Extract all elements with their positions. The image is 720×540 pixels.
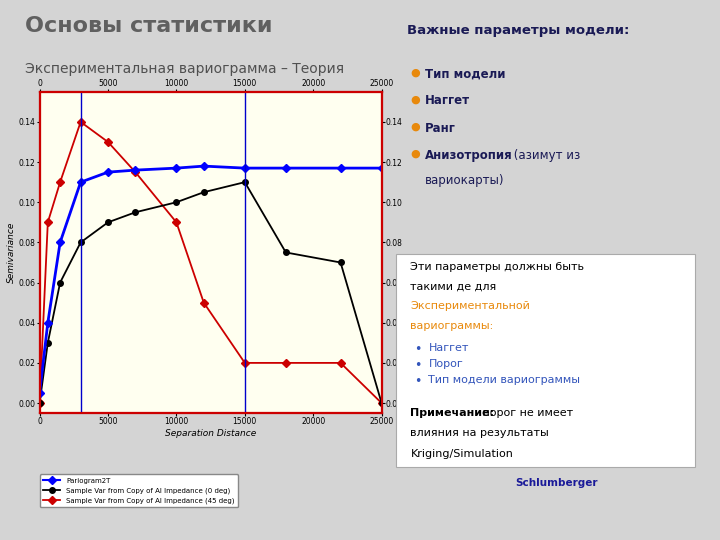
Text: ●: ● bbox=[410, 122, 420, 132]
Text: Порог: Порог bbox=[428, 359, 463, 369]
Y-axis label: Semivariance: Semivariance bbox=[6, 222, 16, 283]
Text: Kriging/Simulation: Kriging/Simulation bbox=[410, 449, 513, 459]
Text: влияния на результаты: влияния на результаты bbox=[410, 428, 549, 438]
Text: Наггет: Наггет bbox=[425, 94, 470, 107]
Text: ●: ● bbox=[410, 148, 420, 159]
Text: •: • bbox=[414, 375, 421, 388]
Text: такими де для: такими де для bbox=[410, 282, 497, 292]
Text: (азимут из: (азимут из bbox=[510, 148, 580, 161]
Text: Основы статистики: Основы статистики bbox=[25, 16, 273, 36]
Text: вариокарты): вариокарты) bbox=[425, 174, 504, 187]
Text: Важные параметры модели:: Важные параметры модели: bbox=[407, 24, 629, 37]
Text: Ранг: Ранг bbox=[425, 122, 456, 134]
Text: вариограммы:: вариограммы: bbox=[410, 321, 494, 331]
Text: Schlumberger: Schlumberger bbox=[515, 478, 598, 488]
Text: Тип модели вариограммы: Тип модели вариограммы bbox=[428, 375, 580, 386]
Text: Экспериментальная вариограмма – Теория: Экспериментальная вариограмма – Теория bbox=[25, 62, 344, 76]
Text: Анизотропия: Анизотропия bbox=[425, 148, 513, 161]
Legend: Рariogram2T, Sample Var from Copy of AI Impedance (0 deg), Sample Var from Copy : Рariogram2T, Sample Var from Copy of AI … bbox=[40, 475, 238, 507]
Text: •: • bbox=[414, 343, 421, 356]
Text: Эти параметры должны быть: Эти параметры должны быть bbox=[410, 262, 585, 272]
Text: порог не имеет: порог не имеет bbox=[479, 408, 573, 418]
Text: Наггет: Наггет bbox=[428, 343, 469, 353]
Text: Экспериментальной: Экспериментальной bbox=[410, 301, 530, 312]
Text: Тип модели: Тип модели bbox=[425, 68, 505, 80]
Text: •: • bbox=[414, 359, 421, 372]
Text: ●: ● bbox=[410, 94, 420, 105]
Text: Примечание:: Примечание: bbox=[410, 408, 495, 418]
X-axis label: Separation Distance: Separation Distance bbox=[165, 429, 256, 438]
Text: ●: ● bbox=[410, 68, 420, 78]
